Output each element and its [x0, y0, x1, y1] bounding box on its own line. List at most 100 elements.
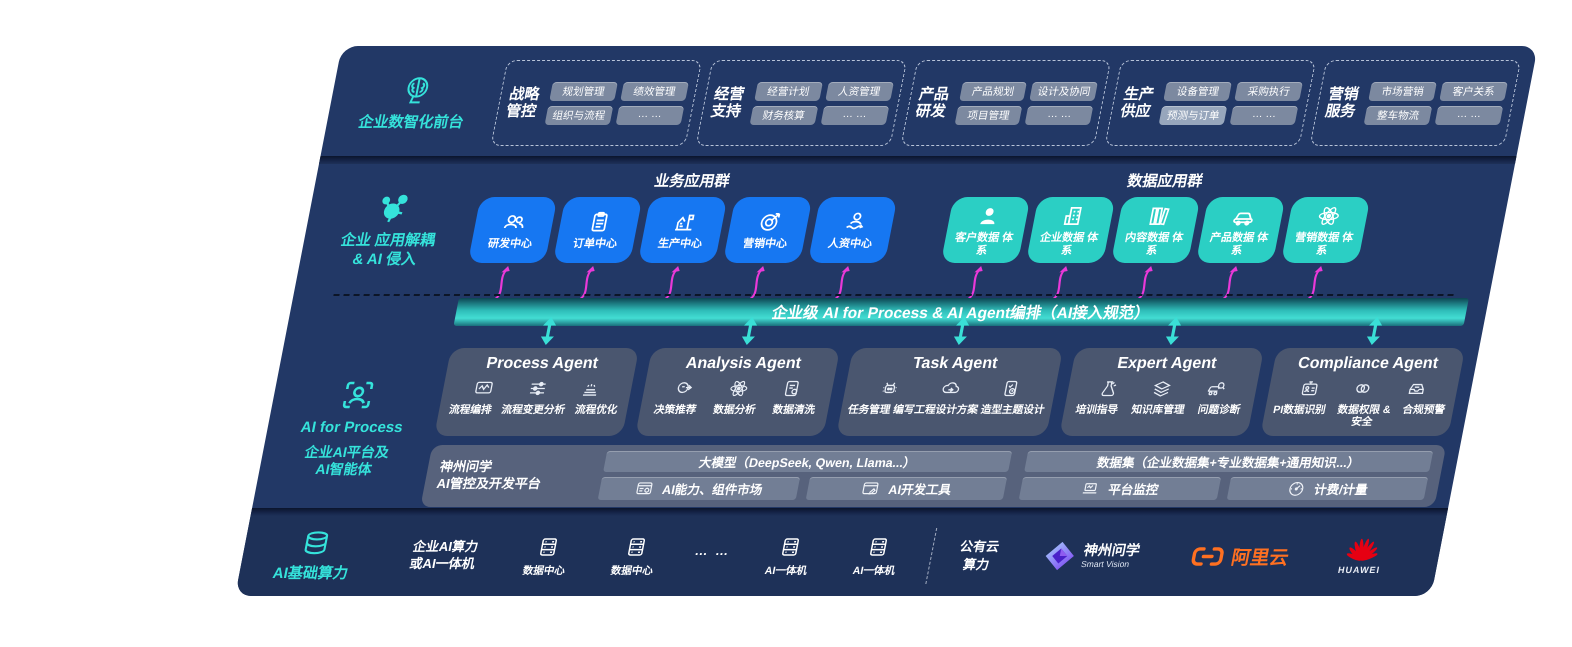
business-app-group: 业务应用群 研发中心 [462, 168, 903, 301]
dashed-boundary-line [333, 294, 1454, 296]
front-item: 产品规划 [958, 81, 1028, 101]
person-icon [979, 207, 994, 224]
laptop-chart-icon [1081, 483, 1099, 494]
brain-icon [407, 76, 429, 103]
group-title: 生产供应 [1118, 85, 1156, 120]
appbox-content-data: 内容数据 体系 [1110, 197, 1201, 301]
agent-item: 培训指导 [1074, 404, 1120, 416]
agent-title: Task Agent [911, 355, 1000, 372]
appbox-marketing-center: 营销中心 [722, 197, 813, 301]
huawei-text: HUAWEI [1337, 564, 1382, 575]
layer-separator [318, 156, 1517, 164]
target-icon [760, 213, 780, 231]
huawei-flower-icon [1346, 538, 1378, 561]
application-layer: 企业 应用解耦 & AI 侵入 业务应用群 研发中心 [294, 164, 1515, 301]
team-icon [503, 215, 523, 229]
agent-process: Process Agent 流程编排 流程变更分析 流程优化 [434, 317, 640, 437]
front-office-label: 企业数智化前台 [356, 113, 466, 131]
agent-item: 数据分析 [712, 404, 757, 416]
group-title: 营销服务 [1323, 85, 1361, 120]
teal-bidir-arrow [1366, 317, 1382, 345]
engineering-design-icon [941, 382, 960, 394]
group-title: 战略管控 [504, 85, 542, 120]
front-item: 绩效管理 [620, 81, 689, 101]
node-label: 数据中心 [521, 564, 567, 577]
agent-task: Task Agent 任务管理 编写工程设计方案 造型主题设计 [836, 317, 1063, 437]
front-item: 采购执行 [1234, 81, 1304, 101]
pill-label: AI开发工具 [887, 483, 953, 498]
agent-item: 任务管理 [846, 404, 892, 416]
business-group-title: 业务应用群 [652, 173, 732, 190]
server-icon [539, 537, 558, 556]
agent-title: Expert Agent [1115, 355, 1219, 372]
books-icon [1148, 207, 1170, 226]
dashed-divider [925, 528, 938, 584]
appbox-customer-data: 客户数据 体系 [940, 197, 1031, 301]
vendor-logos: 神州问学 Smart Vision 阿里云 [1010, 538, 1416, 575]
public-cloud-line1: 公有云 [958, 539, 1001, 555]
teal-bidir-arrow [1165, 317, 1181, 345]
pill-label: AI能力、组件市场 [660, 483, 764, 498]
front-group-marketing: 营销服务 市场营销 客户关系 整车物流 … … [1309, 60, 1522, 146]
group-title: 经营支持 [709, 85, 746, 120]
infra-label-text: AI基础算力 [271, 565, 350, 582]
node-datacenter-1: 数据中心 [499, 535, 595, 578]
billing-metering: 计费/计量 [1226, 477, 1429, 501]
front-office-layer: 企业数智化前台 战略管控 规划管理 绩效管理 组织与流程 … … 经营支持 经营… [321, 46, 1538, 156]
front-group-production: 生产供应 设备管理 采购执行 预测与订单 … … [1104, 60, 1317, 146]
front-item: … … [820, 105, 889, 125]
node-label: 数据中心 [609, 564, 655, 577]
agent-item: 流程编排 [447, 404, 493, 416]
node-datacenter-2: 数据中心 [587, 535, 683, 578]
front-item: 人资管理 [825, 81, 894, 101]
ai-platform-layer: AI for Process 企业AI平台及 AI智能体 Process Age… [252, 317, 1483, 508]
ai-dev-platform: 神州问学 AI管控及开发平台 大模型（DeepSeek, Qwen, Llama… [420, 445, 1447, 508]
agent-item: 数据权限 & 安全 [1336, 404, 1392, 429]
node-ai-appliance-2: AI一体机 [829, 535, 925, 578]
appbox-label: 营销数据 体系 [1293, 231, 1355, 257]
node-ai-appliance-1: AI一体机 [741, 535, 837, 578]
dataset-bar: 数据集（企业数据集+专业数据集+通用知识...） [1024, 451, 1434, 473]
atom-icon [1318, 206, 1339, 225]
aliyun-logo: 阿里云 [1188, 543, 1291, 570]
platform-label-line2: AI管控及开发平台 [435, 475, 543, 491]
training-guidance-icon [1100, 381, 1118, 397]
building-icon [1063, 206, 1082, 225]
ai-for-process-label: AI for Process [299, 419, 405, 437]
agent-item: 知识库管理 [1130, 404, 1186, 416]
clipboard-icon [590, 212, 608, 232]
szwx-sub: Smart Vision [1080, 558, 1131, 569]
agent-title: Process Agent [484, 355, 600, 372]
agent-item: 造型主题设计 [979, 404, 1046, 416]
aliyun-bracket-icon [1191, 546, 1224, 566]
front-item: … … [1434, 105, 1504, 125]
agent-item: PI数据识别 [1272, 404, 1327, 416]
appbox-label: 生产中心 [656, 238, 704, 251]
molecule-icon [382, 194, 408, 223]
knowledge-base-icon [1152, 381, 1172, 397]
problem-diagnosis-icon [1206, 382, 1226, 396]
front-item: 设备管理 [1163, 81, 1233, 101]
infra-side-label: AI基础算力 [238, 529, 390, 583]
front-item: 市场营销 [1368, 81, 1438, 101]
platform-monitoring: 平台监控 [1018, 477, 1221, 501]
window-pen-icon [861, 482, 879, 495]
group-title: 产品研发 [914, 85, 951, 120]
data-cleaning-icon [784, 380, 800, 397]
front-item: 经营计划 [754, 81, 823, 101]
process-change-analysis-icon [528, 381, 547, 396]
compute-label-line2: 或AI一体机 [408, 556, 477, 571]
appbox-enterprise-data: 企业数据 体系 [1025, 197, 1116, 301]
szwx-logo: 神州问学 Smart Vision [1041, 540, 1142, 572]
appbox-label: 人资中心 [826, 238, 874, 251]
platform-right-column: 数据集（企业数据集+专业数据集+通用知识...） 平台监控 计费/计量 [1018, 451, 1434, 501]
compliance-warning-icon [1408, 383, 1425, 394]
agent-item: 流程优化 [573, 404, 619, 416]
front-item: … … [615, 105, 685, 125]
agent-title: Compliance Agent [1296, 355, 1440, 372]
pill-label: 平台监控 [1106, 483, 1160, 498]
styling-theme-design-icon [1003, 380, 1018, 397]
agent-item: 问题诊断 [1196, 404, 1242, 416]
factory-icon [674, 214, 695, 231]
huawei-logo: HUAWEI [1337, 538, 1386, 575]
